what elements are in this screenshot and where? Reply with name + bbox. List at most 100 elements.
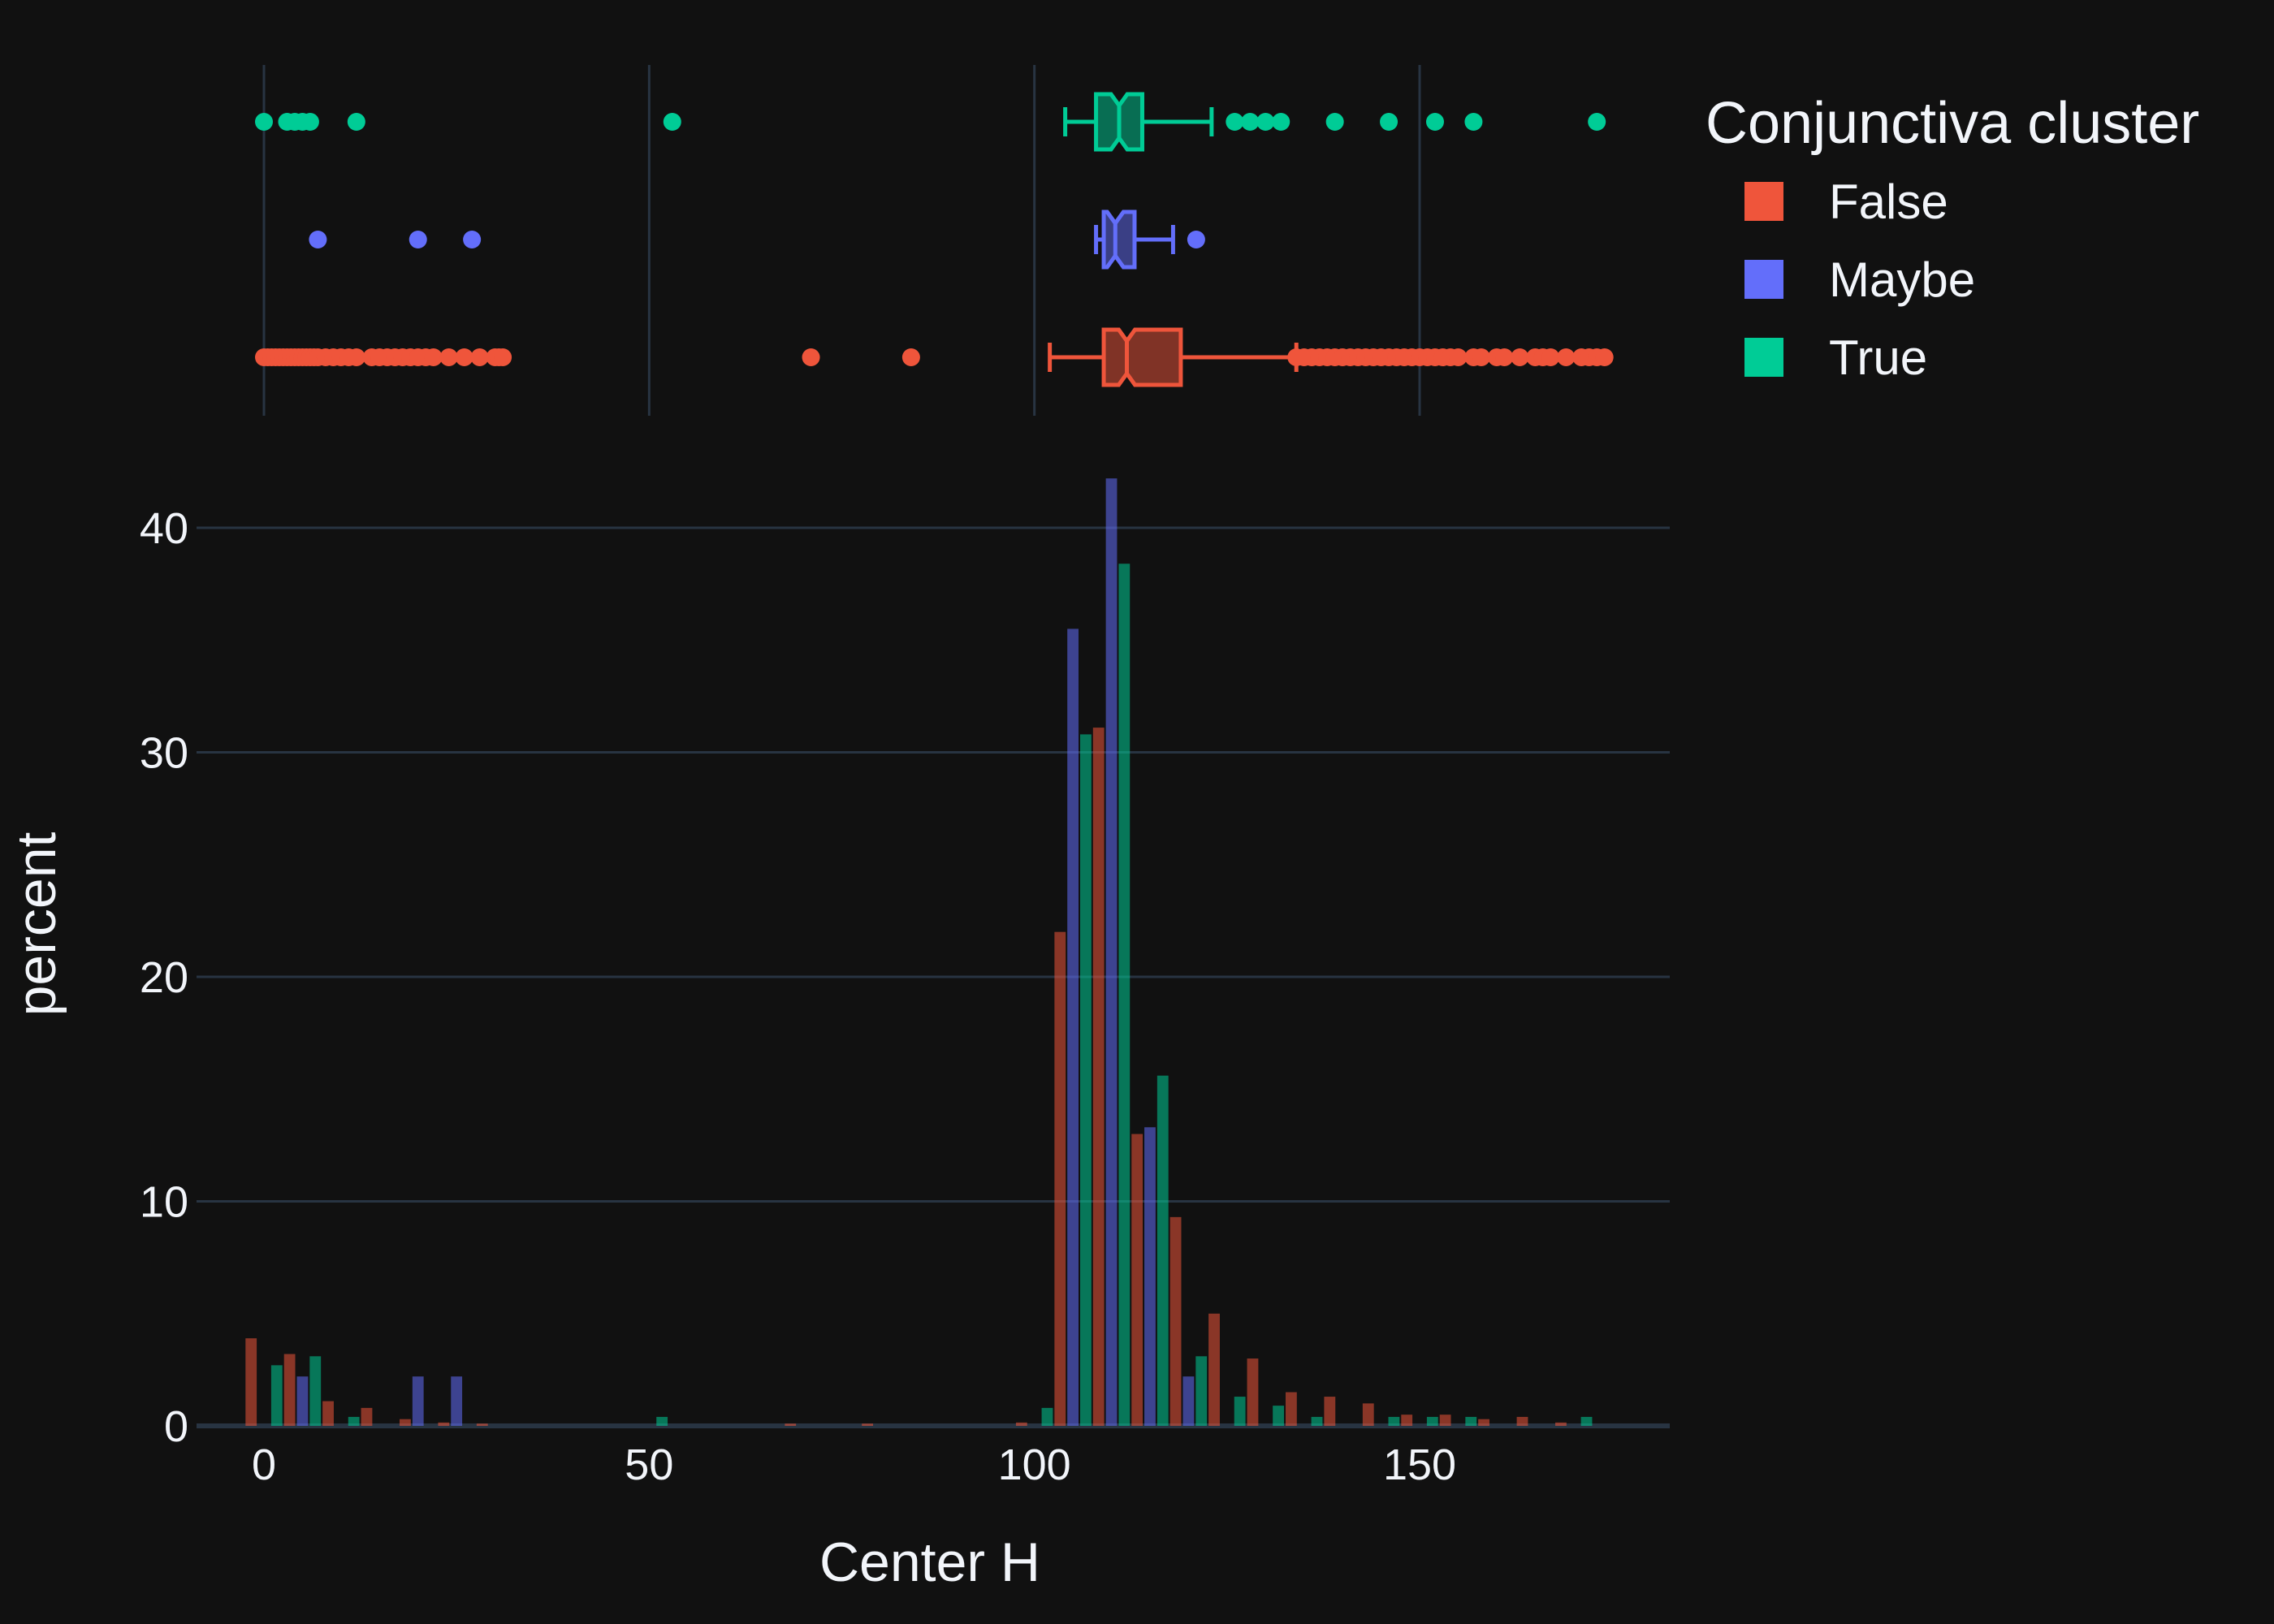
outlier-point[interactable] — [409, 231, 427, 248]
histogram-bar-false[interactable] — [245, 1338, 257, 1426]
histogram-bar-maybe[interactable] — [451, 1376, 463, 1426]
outlier-point[interactable] — [255, 113, 273, 131]
histogram-bar-false[interactable] — [785, 1423, 797, 1426]
histogram-bar-maybe[interactable] — [412, 1376, 424, 1426]
histogram-bar-false[interactable] — [1516, 1416, 1528, 1426]
outlier-point[interactable] — [1380, 113, 1399, 131]
outlier-point[interactable] — [470, 348, 489, 366]
marginal-box-plots — [255, 92, 1614, 387]
histogram-bar-false[interactable] — [283, 1354, 296, 1426]
outlier-point[interactable] — [1241, 113, 1260, 131]
outlier-point[interactable] — [309, 231, 327, 248]
histogram-bar-false[interactable] — [438, 1422, 450, 1426]
outlier-point[interactable] — [439, 348, 458, 366]
outlier-point[interactable] — [901, 348, 920, 366]
outlier-point[interactable] — [663, 113, 681, 131]
histogram-bar-false[interactable] — [1131, 1134, 1143, 1426]
legend-items[interactable]: False Maybe True — [1744, 175, 1975, 385]
outlier-point[interactable] — [347, 348, 365, 366]
x-tick-label: 150 — [1383, 1440, 1456, 1489]
x-tick-label: 50 — [625, 1440, 673, 1489]
histogram-bar-false[interactable] — [476, 1423, 488, 1426]
histogram-bar-false[interactable] — [1247, 1358, 1259, 1426]
outlier-point[interactable] — [1449, 348, 1468, 366]
histogram-bar-true[interactable] — [1580, 1416, 1593, 1426]
outlier-point[interactable] — [1425, 113, 1444, 131]
histogram-bar-true[interactable] — [1080, 734, 1092, 1426]
outlier-point[interactable] — [1256, 113, 1275, 131]
box-plot-false[interactable] — [255, 327, 1614, 387]
histogram-bar-false[interactable] — [1401, 1415, 1413, 1426]
outlier-point[interactable] — [424, 348, 443, 366]
outlier-point[interactable] — [1472, 348, 1490, 366]
box-plot-maybe[interactable] — [309, 209, 1205, 270]
histogram-bar-true[interactable] — [1156, 1075, 1169, 1426]
histogram-bar-false[interactable] — [1478, 1419, 1489, 1426]
box-plot-true[interactable] — [255, 92, 1606, 152]
histogram-bar-false[interactable] — [322, 1401, 334, 1426]
outlier-point[interactable] — [1588, 113, 1606, 131]
axis-ticks: 0 10 20 30 40 0 50 100 150 — [140, 504, 1456, 1489]
outlier-point[interactable] — [347, 113, 365, 131]
histogram-bar-false[interactable] — [862, 1423, 874, 1426]
histogram-bar-false[interactable] — [361, 1407, 373, 1426]
histogram-bar-true[interactable] — [1388, 1416, 1400, 1426]
outlier-point[interactable] — [1187, 231, 1205, 248]
box — [1101, 327, 1183, 387]
histogram-bar-false[interactable] — [1015, 1422, 1027, 1426]
histogram-bar-false[interactable] — [1439, 1415, 1451, 1426]
histogram-bar-true[interactable] — [348, 1416, 360, 1426]
histogram-bar-true[interactable] — [1465, 1416, 1477, 1426]
outlier-point[interactable] — [1272, 113, 1290, 131]
outlier-point[interactable] — [463, 231, 482, 248]
histogram-bar-true[interactable] — [1311, 1416, 1323, 1426]
histogram-bar-true[interactable] — [1426, 1416, 1438, 1426]
histogram-bar-false[interactable] — [400, 1419, 411, 1426]
histogram-bar-true[interactable] — [1041, 1407, 1053, 1426]
outlier-point[interactable] — [1226, 113, 1244, 131]
y-tick-label: 0 — [164, 1402, 188, 1451]
outlier-point[interactable] — [1325, 113, 1344, 131]
outlier-point[interactable] — [455, 348, 473, 366]
histogram-bar-true[interactable] — [309, 1356, 322, 1426]
histogram-bar-false[interactable] — [1285, 1392, 1297, 1426]
outlier-point[interactable] — [1541, 348, 1560, 366]
outlier-point[interactable] — [1511, 348, 1529, 366]
outlier-point[interactable] — [1495, 348, 1514, 366]
histogram-bar-false[interactable] — [1092, 728, 1105, 1426]
outlier-point[interactable] — [300, 113, 319, 131]
histogram-bar-false[interactable] — [1324, 1397, 1336, 1426]
histogram-bar-true[interactable] — [1234, 1397, 1246, 1426]
histogram-bar-true[interactable] — [656, 1416, 668, 1426]
y-tick-label: 40 — [140, 504, 188, 553]
histogram-bar-false[interactable] — [1054, 931, 1066, 1426]
histogram-bar-false[interactable] — [1362, 1403, 1374, 1426]
histogram-bar-false[interactable] — [1208, 1313, 1220, 1426]
legend-item-true[interactable]: True — [1744, 330, 1927, 385]
y-tick-label: 10 — [140, 1178, 188, 1227]
histogram-bar-maybe[interactable] — [1144, 1127, 1156, 1426]
histogram-bar-maybe[interactable] — [296, 1376, 309, 1426]
histogram-bar-false[interactable] — [1555, 1422, 1567, 1426]
histogram-bar-true[interactable] — [1195, 1356, 1208, 1426]
histogram-bar-false[interactable] — [1169, 1216, 1182, 1426]
histogram-bars — [245, 478, 1593, 1427]
outlier-point[interactable] — [1557, 348, 1576, 366]
legend-item-false[interactable]: False — [1744, 175, 1948, 229]
histogram-bar-maybe[interactable] — [1067, 628, 1079, 1426]
x-tick-label: 100 — [998, 1440, 1071, 1489]
legend-item-maybe[interactable]: Maybe — [1744, 253, 1975, 307]
histogram-bar-maybe[interactable] — [1105, 478, 1118, 1427]
outlier-point[interactable] — [1464, 113, 1483, 131]
y-tick-label: 20 — [140, 953, 188, 1002]
histogram-bar-maybe[interactable] — [1182, 1376, 1195, 1426]
outlier-point[interactable] — [802, 348, 820, 366]
legend[interactable]: Conjunctiva cluster False Maybe True — [1706, 91, 2199, 385]
histogram-bar-true[interactable] — [1273, 1406, 1284, 1426]
box — [1101, 209, 1137, 270]
outlier-point[interactable] — [494, 348, 512, 366]
histogram-bar-true[interactable] — [270, 1365, 283, 1426]
outlier-point[interactable] — [1595, 348, 1614, 366]
x-tick-label: 0 — [252, 1440, 276, 1489]
histogram-bar-true[interactable] — [1118, 564, 1131, 1426]
